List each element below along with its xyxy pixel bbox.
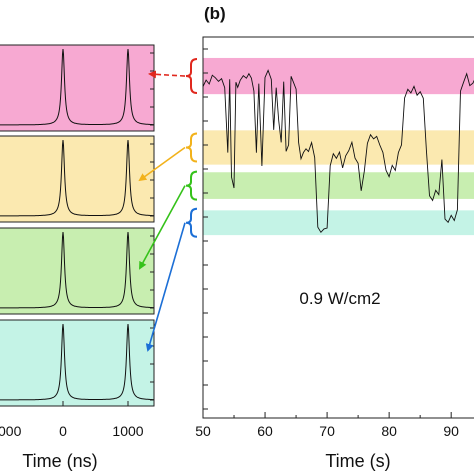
panel-a-row-4-background: [0, 319, 155, 407]
arrow-1: [148, 70, 186, 79]
bracket-3: [185, 170, 198, 201]
panel-a-row-3-trace: [0, 231, 154, 309]
panel-b-x-tick-label: 50: [195, 423, 211, 439]
bracket-4: [185, 207, 198, 238]
panel-a: 000 0 1000: [0, 44, 155, 439]
panel-b: 50 60 70 80 90: [195, 36, 474, 439]
panel-b-frame: [202, 36, 474, 419]
panel-b-band-1: [203, 57, 474, 95]
panel-a-x-tick-label: 000: [0, 423, 22, 439]
bracket-2: [185, 132, 198, 163]
panel-b-label: (b): [204, 4, 226, 23]
panel-b-trace: [202, 69, 474, 234]
panel-b-band-4: [203, 210, 474, 236]
band-arrows: [138, 58, 198, 352]
panel-b-x-tick-label: 60: [257, 423, 273, 439]
panel-b-x-axis-title: Time (s): [325, 451, 390, 471]
panel-a-row-4-trace: [0, 323, 154, 401]
panel-a-row-3-background: [0, 227, 155, 315]
panel-b-band-2: [203, 130, 474, 165]
panel-a-x-tick-label: 0: [59, 423, 67, 439]
arrow-3: [139, 185, 186, 270]
panel-a-row-2-background: [0, 135, 155, 223]
panel-b-x-tick-label: 80: [381, 423, 397, 439]
panel-a-x-axis-title: Time (ns): [22, 451, 97, 471]
panel-a-row-2-trace: [0, 139, 154, 217]
power-density-annotation: 0.9 W/cm2: [299, 289, 380, 308]
panel-b-x-tick-label: 70: [319, 423, 335, 439]
arrow-4: [145, 222, 186, 352]
panel-b-band-3: [203, 172, 474, 199]
arrow-2: [138, 146, 186, 182]
panel-a-row-1-background: [0, 44, 155, 132]
panel-a-row-1-trace: [0, 48, 154, 126]
panel-a-x-tick-label: 1000: [112, 423, 143, 439]
bracket-1: [185, 58, 198, 95]
panel-b-x-tick-label: 90: [443, 423, 459, 439]
